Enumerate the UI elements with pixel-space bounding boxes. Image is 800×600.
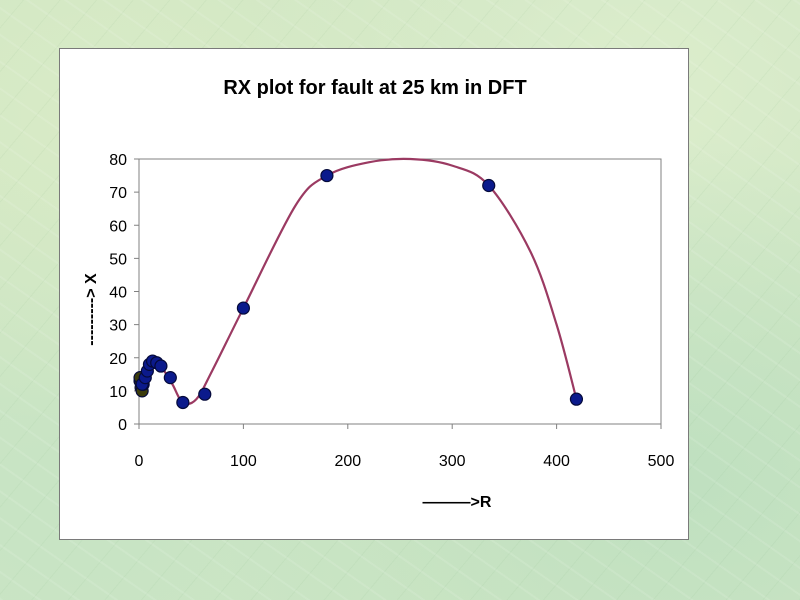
data-point xyxy=(198,387,212,401)
data-point xyxy=(320,168,334,183)
y-tick-label: 20 xyxy=(109,351,127,368)
y-tick-label: 50 xyxy=(109,251,127,268)
x-tick-label: 300 xyxy=(439,453,466,470)
y-tick-label: 0 xyxy=(118,417,127,434)
x-tick-label: 500 xyxy=(648,453,675,470)
x-axis-ticks: 0 100 200 300 400 500 xyxy=(135,424,675,470)
x-axis-title: ———>R xyxy=(423,494,492,511)
data-points xyxy=(133,168,584,410)
data-point xyxy=(482,178,496,193)
data-point xyxy=(176,395,190,410)
plot-area-frame xyxy=(138,158,662,425)
x-tick-label: 400 xyxy=(543,453,570,470)
y-tick-label: 80 xyxy=(109,152,127,169)
chart-panel: RX plot for fault at 25 km in DFT 0 10 20 3… xyxy=(59,48,689,540)
y-axis-title: ---------> X xyxy=(83,273,100,346)
chart-title: RX plot for fault at 25 km in DFT xyxy=(223,77,526,99)
y-tick-label: 70 xyxy=(109,185,127,202)
fitted-curve-line xyxy=(141,157,578,405)
x-tick-label: 200 xyxy=(334,453,361,470)
x-tick-label: 100 xyxy=(230,453,257,470)
data-point xyxy=(236,301,250,315)
data-point xyxy=(569,392,584,406)
y-tick-label: 40 xyxy=(109,285,127,302)
data-point xyxy=(154,359,168,373)
y-tick-label: 60 xyxy=(109,218,127,235)
y-tick-label: 30 xyxy=(109,318,127,335)
y-axis-ticks: 0 10 20 30 40 50 60 70 80 xyxy=(109,152,139,434)
data-point xyxy=(163,371,177,385)
y-tick-label: 10 xyxy=(109,384,127,401)
x-tick-label: 0 xyxy=(135,453,144,470)
chart-svg: RX plot for fault at 25 km in DFT 0 10 20 3… xyxy=(83,77,675,511)
